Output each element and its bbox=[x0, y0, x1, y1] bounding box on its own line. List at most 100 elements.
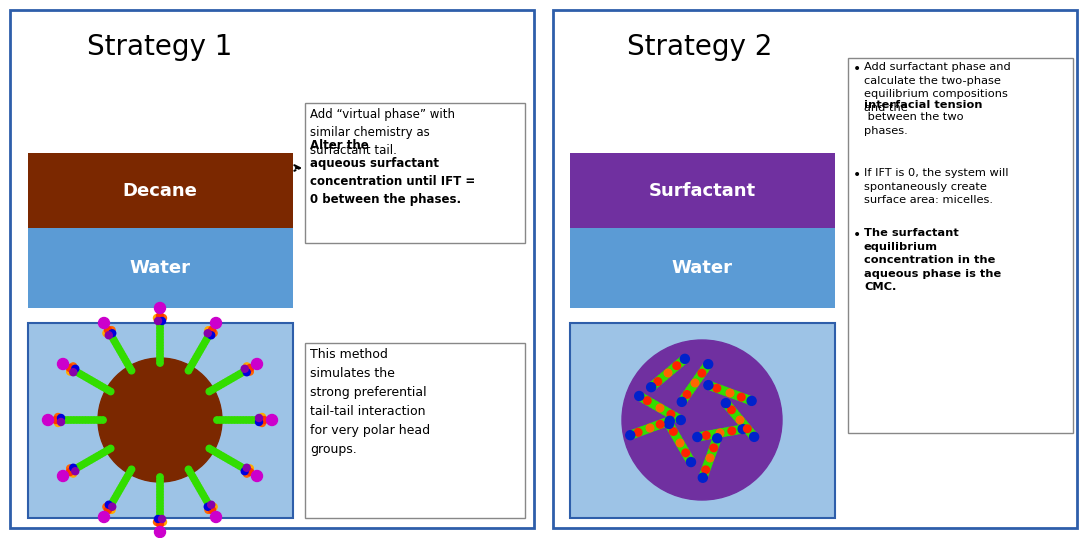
Circle shape bbox=[70, 464, 77, 471]
Circle shape bbox=[644, 397, 651, 405]
Circle shape bbox=[652, 379, 660, 387]
Circle shape bbox=[739, 420, 748, 428]
Circle shape bbox=[197, 486, 203, 493]
Circle shape bbox=[243, 369, 250, 376]
Circle shape bbox=[204, 330, 211, 337]
Circle shape bbox=[225, 417, 232, 423]
Circle shape bbox=[100, 384, 107, 390]
Circle shape bbox=[692, 378, 700, 386]
Circle shape bbox=[210, 504, 217, 511]
Circle shape bbox=[157, 348, 163, 355]
Circle shape bbox=[738, 424, 747, 434]
Circle shape bbox=[724, 388, 733, 397]
Circle shape bbox=[240, 417, 247, 423]
Circle shape bbox=[70, 369, 77, 376]
Circle shape bbox=[645, 398, 652, 405]
Circle shape bbox=[110, 335, 115, 341]
Circle shape bbox=[157, 489, 163, 495]
Text: Surfactant: Surfactant bbox=[649, 182, 755, 200]
Circle shape bbox=[721, 387, 729, 395]
Circle shape bbox=[62, 417, 68, 423]
Circle shape bbox=[696, 372, 704, 379]
Circle shape bbox=[216, 417, 223, 423]
Circle shape bbox=[157, 512, 163, 518]
Circle shape bbox=[728, 407, 736, 415]
Circle shape bbox=[688, 384, 696, 392]
Circle shape bbox=[698, 370, 705, 377]
Circle shape bbox=[701, 468, 709, 476]
Circle shape bbox=[243, 464, 250, 471]
Circle shape bbox=[220, 417, 226, 423]
Circle shape bbox=[629, 430, 637, 438]
Bar bbox=[848, 58, 1073, 433]
Circle shape bbox=[216, 451, 223, 457]
Circle shape bbox=[239, 464, 246, 471]
Circle shape bbox=[74, 417, 79, 423]
Circle shape bbox=[92, 454, 99, 461]
Circle shape bbox=[243, 363, 250, 370]
Circle shape bbox=[727, 406, 735, 414]
Circle shape bbox=[114, 492, 120, 498]
Circle shape bbox=[674, 414, 683, 422]
Circle shape bbox=[57, 416, 63, 423]
Circle shape bbox=[222, 379, 228, 386]
Circle shape bbox=[66, 465, 74, 472]
Circle shape bbox=[157, 503, 163, 509]
Circle shape bbox=[88, 417, 95, 423]
Circle shape bbox=[118, 484, 125, 490]
Circle shape bbox=[191, 476, 198, 483]
Circle shape bbox=[235, 417, 240, 423]
Circle shape bbox=[157, 325, 163, 331]
Circle shape bbox=[702, 431, 710, 439]
Circle shape bbox=[717, 429, 726, 437]
Circle shape bbox=[98, 383, 103, 389]
Circle shape bbox=[698, 369, 707, 377]
Circle shape bbox=[200, 342, 207, 349]
Circle shape bbox=[199, 489, 204, 495]
Circle shape bbox=[700, 471, 708, 479]
Circle shape bbox=[667, 410, 675, 418]
Circle shape bbox=[249, 417, 255, 423]
Circle shape bbox=[157, 483, 163, 489]
Circle shape bbox=[66, 365, 74, 372]
Circle shape bbox=[251, 471, 262, 482]
Circle shape bbox=[90, 456, 96, 462]
Circle shape bbox=[697, 433, 704, 441]
Circle shape bbox=[711, 430, 719, 438]
Circle shape bbox=[58, 419, 64, 426]
Circle shape bbox=[663, 370, 671, 378]
Circle shape bbox=[228, 417, 235, 423]
Circle shape bbox=[157, 497, 163, 504]
Circle shape bbox=[671, 364, 678, 371]
Circle shape bbox=[704, 458, 712, 466]
Circle shape bbox=[72, 365, 78, 372]
Circle shape bbox=[83, 460, 88, 466]
Circle shape bbox=[677, 398, 686, 406]
Circle shape bbox=[200, 492, 207, 498]
Circle shape bbox=[187, 365, 193, 371]
Circle shape bbox=[209, 507, 215, 514]
Circle shape bbox=[692, 433, 702, 442]
Circle shape bbox=[207, 330, 213, 337]
Circle shape bbox=[682, 449, 690, 457]
Circle shape bbox=[83, 417, 89, 423]
Circle shape bbox=[157, 342, 163, 349]
Circle shape bbox=[160, 315, 166, 322]
Circle shape bbox=[124, 474, 130, 480]
Circle shape bbox=[661, 407, 669, 415]
Circle shape bbox=[98, 451, 103, 457]
Circle shape bbox=[104, 507, 112, 514]
Circle shape bbox=[105, 447, 111, 453]
Circle shape bbox=[736, 426, 744, 434]
Circle shape bbox=[205, 506, 212, 513]
Circle shape bbox=[664, 420, 674, 428]
Circle shape bbox=[744, 425, 752, 433]
Circle shape bbox=[102, 385, 109, 392]
Bar bbox=[570, 323, 835, 518]
Circle shape bbox=[703, 360, 713, 369]
Circle shape bbox=[105, 387, 111, 393]
Circle shape bbox=[647, 383, 655, 392]
Circle shape bbox=[214, 450, 221, 456]
Circle shape bbox=[204, 335, 211, 341]
Circle shape bbox=[98, 358, 222, 482]
